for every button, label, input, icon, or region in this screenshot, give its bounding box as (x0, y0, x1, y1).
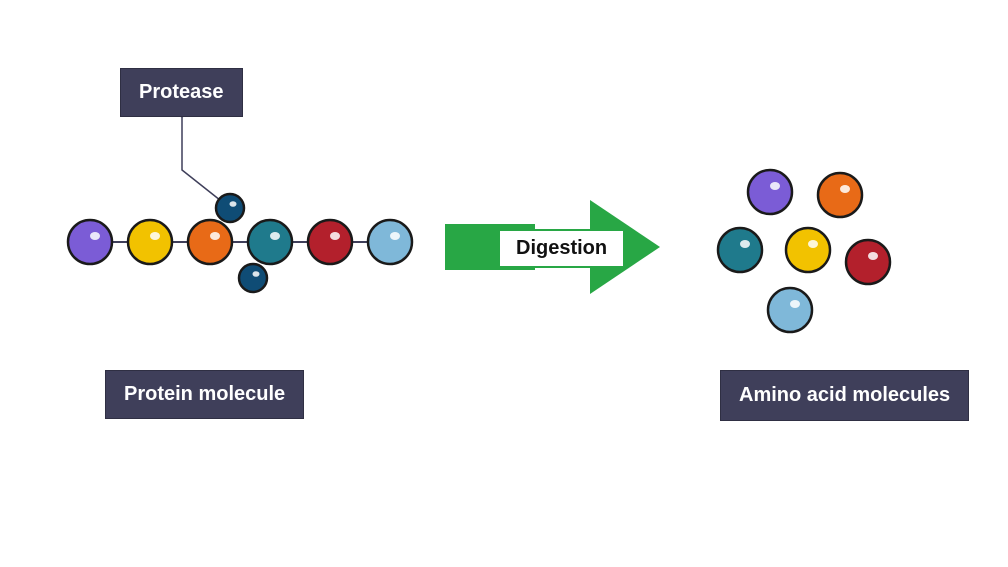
amino-acid-cluster (718, 170, 890, 332)
digestion-label: Digestion (498, 229, 625, 268)
amino-acid-label-text: Amino acid molecules (739, 384, 950, 406)
digestion-label-text: Digestion (516, 237, 607, 259)
protein-molecule-label-text: Protein molecule (124, 383, 285, 405)
amino-acid-label: Amino acid molecules (720, 370, 969, 421)
protease-dots (216, 194, 267, 292)
protein-chain (68, 220, 412, 264)
protein-molecule-label: Protein molecule (105, 370, 304, 419)
protease-label-text: Protease (139, 81, 224, 103)
protease-pointer (180, 113, 231, 209)
protease-label: Protease (120, 68, 243, 117)
